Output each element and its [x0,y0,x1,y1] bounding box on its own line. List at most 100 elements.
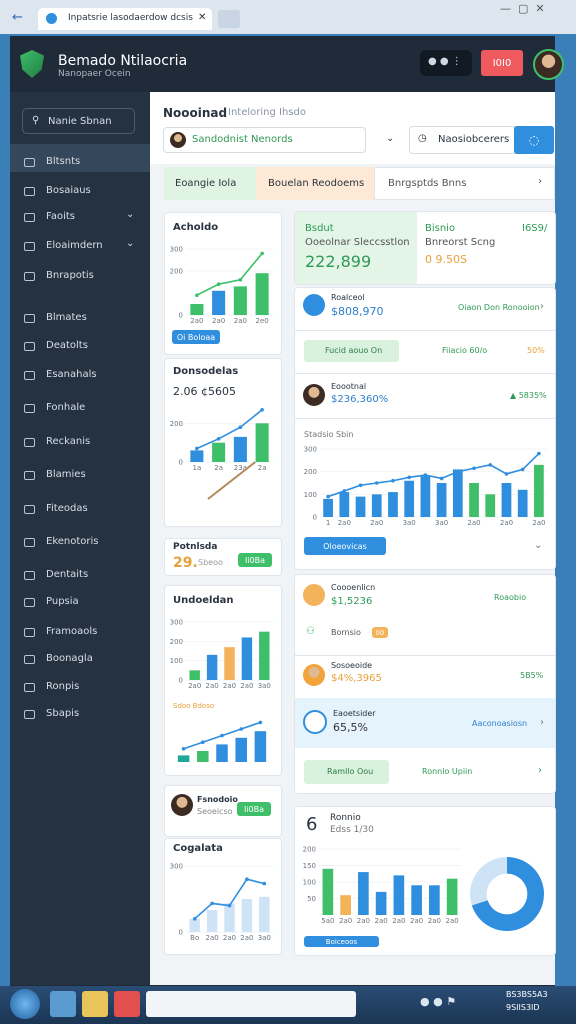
pill-text[interactable]: Ramllo Oou [327,767,374,776]
row-link[interactable]: Oiaon Don Ronooion [458,303,540,312]
card-button[interactable]: Ii0Ba [237,802,271,816]
bar [322,868,334,915]
chevron[interactable]: › [538,765,542,776]
back-button[interactable]: ← [12,10,23,25]
bar [197,751,209,762]
tray-icons[interactable]: ● ● ⚑ [420,995,457,1008]
y-tick-label: 200 [304,468,317,476]
row-link[interactable]: Ronnlo Upiin [422,767,473,776]
chart-button[interactable]: Oloeovicas [304,537,386,555]
y-tick-label: 300 [170,619,183,627]
nav-item[interactable]: Eloaimdern [46,240,103,251]
nav-item[interactable]: Bltsnts [46,156,81,167]
nav-item[interactable]: Reckanis [46,436,91,447]
row-title: Coooenlicn [331,583,376,592]
nav-item[interactable]: Boonagla [46,653,93,664]
select-chevron[interactable]: ⌄ [386,133,395,144]
nav-item[interactable]: Bosaiaus [46,185,91,196]
bar [469,483,479,517]
badge[interactable]: I0I0 [481,50,523,76]
icon-group[interactable] [420,50,472,76]
bar [254,731,267,762]
nav-icon [24,272,35,281]
nav-item[interactable]: Fiteodas [46,503,88,514]
nav-chevron[interactable]: ⌄ [126,238,135,249]
card-button[interactable]: Ii0Ba [238,553,272,567]
x-tick-label: 2a0 [223,682,236,690]
card-sub: Edss 1/30 [330,825,374,835]
user-avatar[interactable] [533,49,564,80]
x-tick-label: 23a [234,464,247,472]
row-value: 50% [527,346,545,355]
select-text[interactable]: Sandodnist Nenords [192,134,293,145]
nav-item[interactable]: Blmates [46,312,87,323]
nav-item[interactable]: Pupsia [46,596,79,607]
tab-label[interactable]: Eoangie Iola [175,178,237,189]
pill-text[interactable]: Fucid aouo On [325,346,383,355]
summary-label: Ooeolnar Sleccsstlon [305,237,410,248]
search-box[interactable] [409,126,515,154]
y-tick-label: 50 [307,895,316,903]
chevron[interactable]: › [540,717,544,728]
row-link[interactable]: Roaobio [494,593,527,602]
line-point [326,494,330,499]
card-button[interactable]: Oi Boloaa [172,330,220,344]
row-value: $1,5236 [331,596,373,607]
nav-item[interactable]: Blamies [46,469,86,480]
card-note: Sdoo Bdoso [173,702,215,710]
tab-label[interactable]: Bouelan Reodoems [268,178,365,189]
bar [355,496,366,517]
pill[interactable] [304,760,389,784]
pill[interactable] [304,340,399,362]
divider [294,418,556,419]
nav-item[interactable]: Deatolts [46,340,88,351]
nav-item[interactable]: Sbapis [46,708,80,719]
tab[interactable] [256,167,374,200]
nav-item[interactable]: Fonhale [46,402,86,413]
nav-item[interactable]: Ronpis [46,681,80,692]
nav-item[interactable]: Framoaols [46,626,98,637]
line-point [260,408,264,412]
nav-item[interactable]: Dentaits [46,569,89,580]
taskbar-search[interactable] [146,991,356,1017]
taskbar-app[interactable] [50,991,76,1017]
window-controls[interactable]: — ▢ ✕ [500,2,545,15]
bar [534,464,544,517]
new-tab[interactable] [218,10,240,28]
taskbar-app[interactable] [114,991,140,1017]
x-tick-label: 5a0 [321,917,334,925]
tab-label[interactable]: Bnrgsptds Bnns [388,178,467,189]
icons[interactable]: ● ● ⋮ [428,56,462,67]
chevron[interactable]: ⌄ [534,540,543,551]
select[interactable] [163,127,366,153]
nav-icon [24,471,35,480]
tab[interactable] [164,167,256,200]
nav-chevron[interactable]: ⌄ [126,209,135,220]
taskbar-app[interactable] [82,991,108,1017]
tab[interactable] [374,167,555,200]
nav-icon [24,342,35,351]
sidebar-search[interactable] [22,108,135,134]
nav-item[interactable]: Ekenotoris [46,536,99,547]
line-point [238,425,243,429]
line-point [488,463,493,467]
tab-chevron[interactable]: › [538,176,542,187]
row-link[interactable]: Aaconoasiosn [472,719,528,728]
card-title: Ronnio [330,813,361,823]
nav-item[interactable]: Bnrapotis [46,270,94,281]
tab-close[interactable]: ✕ [198,12,207,23]
chevron[interactable]: › [540,301,544,312]
avatar [303,664,325,686]
donut-hole [486,873,528,915]
nav-item[interactable]: Esanahals [46,369,97,380]
line-point [358,483,363,488]
nav-item[interactable]: Faoits [46,211,75,222]
browser-tab[interactable] [38,8,212,30]
row-value: $808,970 [331,305,384,318]
x-tick-label: 3a0 [435,519,448,527]
search-button[interactable]: ◌ [514,126,554,154]
y-tick-label: 100 [304,491,317,499]
search-text[interactable]: Naosiobcerers [438,134,510,145]
card-button[interactable]: Boiceoos [304,936,379,947]
start-button[interactable] [10,989,40,1019]
